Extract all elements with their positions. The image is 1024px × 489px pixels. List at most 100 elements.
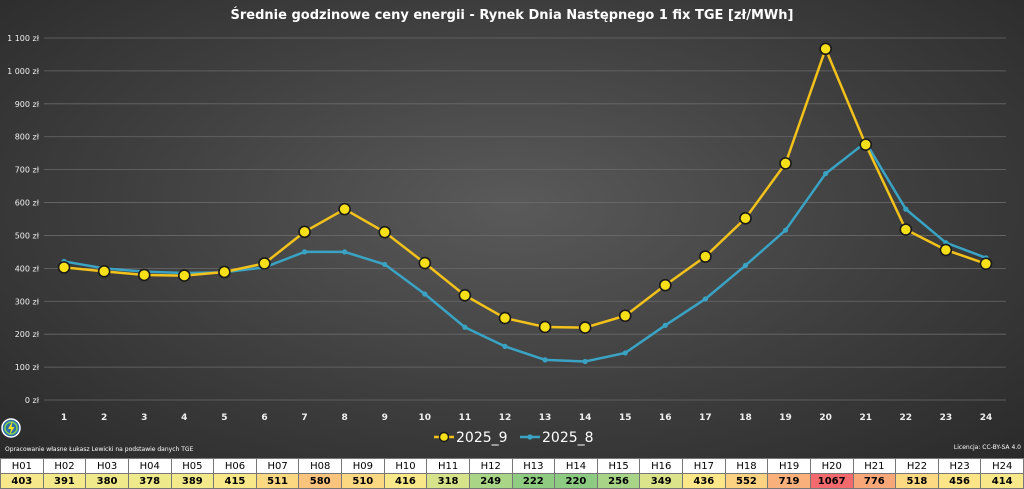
table-value-cell: 552: [724, 473, 769, 489]
x-tick-label: 3: [141, 413, 147, 423]
data-point: [979, 257, 993, 271]
table-value-cell: 318: [426, 473, 470, 489]
table-header-cell: H04: [127, 458, 172, 474]
table-header-cell: H05: [170, 458, 215, 474]
y-tick-label: 600 zł: [15, 199, 40, 208]
data-point: [258, 257, 271, 270]
chart-area: Średnie godzinowe ceny energii - Rynek D…: [0, 0, 1024, 458]
data-point: [342, 249, 348, 255]
data-point: [177, 269, 191, 282]
x-tick-label: 21: [859, 413, 872, 423]
table-value-cell: 416: [383, 473, 428, 489]
y-tick-label: 200 zł: [15, 330, 40, 339]
table-value-cell: 719: [767, 473, 811, 489]
data-point: [378, 225, 392, 239]
grid-lines: [44, 37, 1006, 401]
series-lines: [57, 42, 993, 365]
x-tick-label: 11: [459, 413, 472, 423]
table-value-cell: 414: [980, 473, 1024, 489]
legend-swatch-marker: [438, 431, 450, 443]
data-point: [301, 249, 308, 255]
table-value-cell: 391: [42, 473, 87, 489]
table-value-cell: 220: [554, 473, 598, 489]
table-value-cell: 256: [596, 473, 641, 489]
hourly-price-table: H01 H02 H03 H04 H05 H06 H07 H08 H09 H10 H11 H12 H13 H…: [0, 458, 1024, 489]
x-tick-label: 15: [619, 413, 632, 423]
data-point: [458, 289, 472, 302]
data-point: [498, 311, 512, 325]
x-tick-label: 24: [980, 413, 993, 423]
data-point: [218, 265, 231, 279]
data-point: [662, 322, 668, 328]
x-tick-label: 16: [659, 413, 672, 423]
y-tick-label: 1 100 zł: [7, 34, 40, 43]
data-point: [782, 227, 789, 233]
x-tick-label: 2: [101, 413, 107, 423]
table-value-cell: 511: [255, 473, 300, 489]
series-2025_8: [61, 139, 989, 365]
table-header-cell: H17: [682, 458, 726, 474]
y-tick-label: 100 zł: [15, 363, 40, 372]
table-value-cell: 380: [85, 473, 129, 489]
y-tick-label: 1 000 zł: [7, 67, 40, 76]
x-tick-label: 12: [499, 413, 512, 423]
table-header-cell: H18: [724, 458, 769, 474]
x-tick-label: 6: [261, 413, 267, 423]
y-tick-label: 800 zł: [15, 133, 40, 142]
table-header-cell: H02: [42, 458, 87, 474]
table-value-cell: 222: [511, 473, 556, 489]
x-tick-label: 23: [940, 413, 953, 423]
table-value-cell: 378: [127, 473, 172, 489]
table-header-cell: H03: [85, 458, 129, 474]
table-value-cell: 1067: [809, 473, 854, 489]
data-point: [658, 278, 672, 292]
table-header-cell: H01: [0, 458, 44, 474]
table-value-cell: 518: [895, 473, 939, 489]
data-point: [338, 202, 351, 216]
table-header-cell: H09: [341, 458, 385, 474]
license-note: Licencja: CC-BY-SA 4.0: [954, 444, 1021, 451]
data-point: [699, 250, 712, 263]
x-tick-label: 5: [221, 413, 227, 423]
table-value-cell: 249: [468, 473, 513, 489]
data-point: [422, 291, 428, 297]
data-point: [582, 358, 588, 365]
table-header-cell: H15: [596, 458, 641, 474]
data-point: [739, 212, 752, 225]
legend: 2025_9 2025_8: [434, 430, 594, 446]
line-chart: Średnie godzinowe ceny energii - Rynek D…: [1, 34, 1021, 453]
y-axis-ticks: 0 zł 100 zł 200 zł 300 zł 400 zł 500 zł 600 zł…: [7, 34, 40, 405]
table-header-cell: H06: [213, 458, 257, 474]
x-tick-label: 7: [301, 413, 307, 423]
table-value-cell: 403: [0, 473, 44, 489]
table-header-row: H01 H02 H03 H04 H05 H06 H07 H08 H09 H10 H11 H12 H13 H…: [0, 458, 1024, 474]
table-value-cell: 456: [937, 473, 982, 489]
data-point: [502, 343, 508, 349]
table-header-cell: H12: [468, 458, 513, 474]
data-point: [618, 309, 632, 323]
x-axis-ticks: 1 2 3 4 5 6 7 8 9 10 11 12 13 14 15 16 17 18 19 20 21 22 23 24: [61, 413, 992, 423]
y-tick-label: 500 zł: [15, 231, 40, 240]
y-tick-label: 300 zł: [15, 297, 40, 306]
table-value-cell: 510: [341, 473, 385, 489]
data-point: [742, 262, 749, 269]
series-line: [63, 45, 987, 329]
x-tick-label: 19: [779, 413, 792, 423]
y-tick-label: 700 zł: [15, 166, 40, 175]
data-point: [97, 265, 111, 278]
legend-swatch-marker: [527, 434, 533, 440]
x-tick-label: 18: [739, 413, 752, 423]
x-tick-label: 9: [382, 413, 388, 423]
lightning-globe-icon: [1, 418, 21, 438]
table-header-cell: H22: [895, 458, 939, 474]
table-header-cell: H11: [426, 458, 470, 474]
data-point: [418, 256, 432, 270]
series-line: [63, 140, 987, 363]
y-tick-label: 0 zł: [25, 396, 40, 405]
table-value-cell: 415: [213, 473, 257, 489]
table-value-cell: 436: [682, 473, 726, 489]
source-note: Opracowanie własne Łukasz Lewicki na pod…: [5, 446, 194, 453]
table-header-cell: H07: [255, 458, 300, 474]
data-point: [382, 261, 388, 268]
data-point: [859, 138, 873, 151]
